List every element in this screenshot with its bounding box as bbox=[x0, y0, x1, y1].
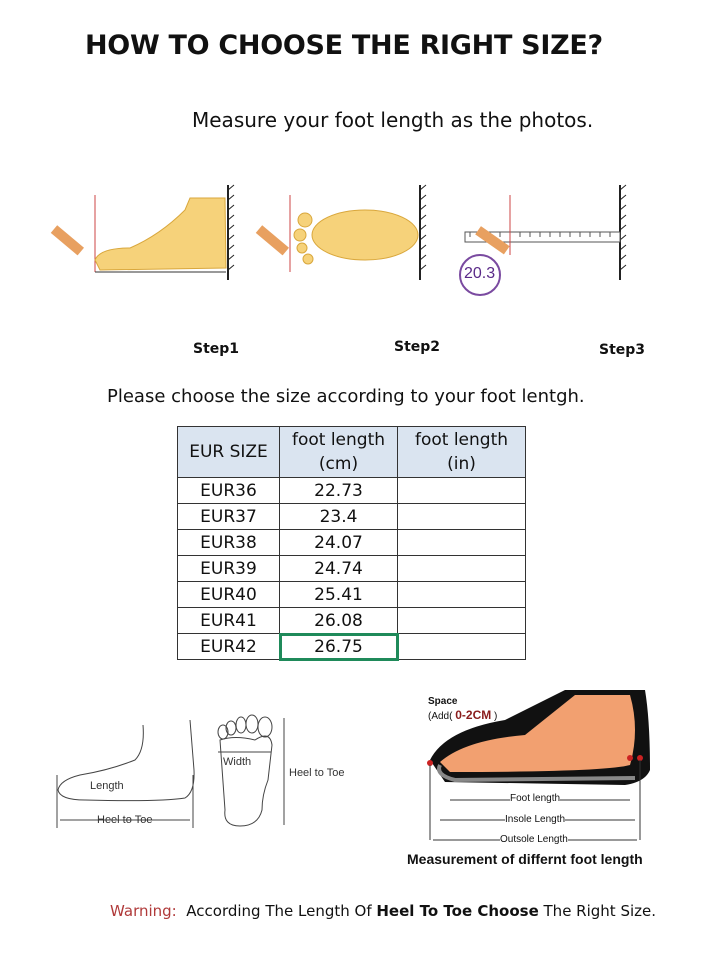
cell-cm: 24.74 bbox=[279, 555, 398, 582]
length-label: Length bbox=[90, 780, 124, 792]
cell-in bbox=[397, 477, 526, 504]
warning-pre: According The Length Of bbox=[186, 902, 377, 920]
cell-size: EUR42 bbox=[177, 633, 280, 660]
table-row: EUR36 22.73 bbox=[177, 477, 526, 504]
header-unit: (in) bbox=[447, 454, 476, 474]
cell-cm: 25.41 bbox=[279, 581, 398, 608]
cell-cm-selected[interactable]: 26.75 bbox=[278, 632, 399, 661]
subtitle: Measure your foot length as the photos. bbox=[192, 108, 594, 132]
table-row: EUR38 24.07 bbox=[177, 529, 526, 556]
cell-size: EUR40 bbox=[177, 581, 280, 608]
foot-length-label: Foot length bbox=[510, 793, 561, 804]
cell-in bbox=[397, 503, 526, 530]
add-value: 0-2CM bbox=[455, 708, 492, 722]
size-table: EUR SIZE foot length (cm) foot length (in)… bbox=[177, 426, 526, 661]
header-foot-length-in: foot length (in) bbox=[397, 426, 526, 478]
cell-cm: 26.08 bbox=[279, 607, 398, 634]
step1-foot-illustration bbox=[50, 184, 235, 280]
warning-label: Warning: bbox=[110, 902, 177, 920]
outsole-length-label: Outsole Length bbox=[500, 834, 568, 845]
header-text: foot length bbox=[291, 430, 386, 450]
warning-text: Warning: According The Length Of Heel To… bbox=[110, 902, 656, 920]
step-1-label: Step1 bbox=[193, 341, 240, 357]
header-text: foot length bbox=[414, 430, 509, 450]
space-add: (Add( 0-2CM ) bbox=[428, 708, 497, 722]
table-row: EUR37 23.4 bbox=[177, 503, 526, 530]
choose-instruction: Please choose the size according to your… bbox=[107, 386, 585, 407]
cell-size: EUR38 bbox=[177, 529, 280, 556]
step-2-label: Step2 bbox=[394, 339, 441, 355]
heel-to-toe-label-2: Heel to Toe bbox=[289, 767, 345, 779]
cell-cm: 24.07 bbox=[279, 529, 398, 556]
table-row: EUR40 25.41 bbox=[177, 581, 526, 608]
cell-in bbox=[397, 529, 526, 556]
warning-post: The Right Size. bbox=[538, 902, 657, 920]
step3-ruler-illustration bbox=[459, 184, 627, 296]
cell-cm: 23.4 bbox=[279, 503, 398, 530]
header-eur-size: EUR SIZE bbox=[177, 426, 280, 478]
shoe-measurement-diagram bbox=[427, 690, 650, 841]
foot-outline-diagram bbox=[56, 714, 285, 828]
step-3-label: Step3 bbox=[599, 342, 646, 358]
warning-bold: Heel To Toe Choose bbox=[376, 902, 539, 920]
header-unit: (cm) bbox=[318, 454, 359, 474]
space-label: Space bbox=[428, 696, 458, 707]
cell-cm: 22.73 bbox=[279, 477, 398, 504]
measurement-caption: Measurement of differnt foot length bbox=[407, 851, 643, 867]
cell-in bbox=[397, 607, 526, 634]
cell-in bbox=[397, 555, 526, 582]
steps-illustration bbox=[50, 184, 627, 296]
table-row: EUR41 26.08 bbox=[177, 607, 526, 634]
heel-to-toe-label: Heel to Toe bbox=[97, 814, 153, 826]
step2-foot-illustration bbox=[255, 184, 427, 280]
add-close: ) bbox=[494, 711, 498, 722]
table-row: EUR42 26.75 bbox=[177, 632, 526, 661]
cell-in bbox=[397, 633, 526, 660]
cell-size: EUR37 bbox=[177, 503, 280, 530]
cell-in bbox=[397, 581, 526, 608]
page-title: HOW TO CHOOSE THE RIGHT SIZE? bbox=[85, 30, 603, 61]
table-row: EUR39 24.74 bbox=[177, 555, 526, 582]
add-text: (Add( bbox=[428, 711, 453, 722]
ruler-reading: 20.3 bbox=[464, 265, 496, 282]
cell-size: EUR36 bbox=[177, 477, 280, 504]
insole-length-label: Insole Length bbox=[505, 814, 566, 825]
header-foot-length-cm: foot length (cm) bbox=[279, 426, 398, 478]
width-label: Width bbox=[223, 756, 252, 768]
cell-size: EUR39 bbox=[177, 555, 280, 582]
cell-size: EUR41 bbox=[177, 607, 280, 634]
table-header-row: EUR SIZE foot length (cm) foot length (in) bbox=[177, 426, 526, 478]
